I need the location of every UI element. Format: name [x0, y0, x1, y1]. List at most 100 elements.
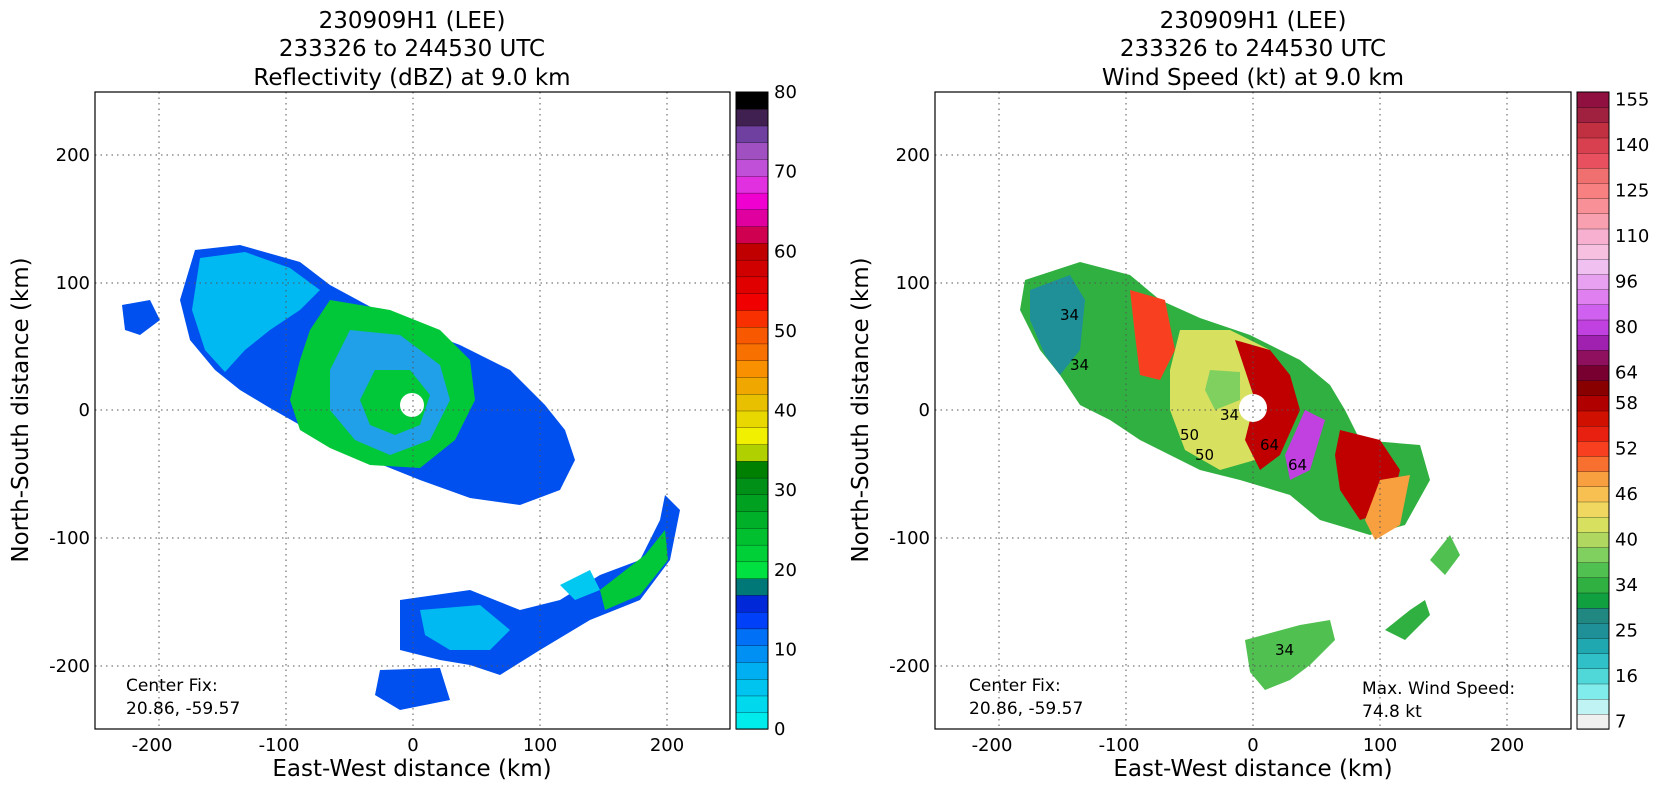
left-x-tick: -200: [132, 735, 173, 756]
right-x-tick: 200: [1490, 735, 1524, 756]
colorbar-tick-label: 20: [774, 560, 797, 581]
colorbar-bin: [1576, 182, 1610, 199]
right-center-fix-label: Center Fix:: [969, 676, 1061, 696]
colorbar-bin: [735, 360, 769, 378]
colorbar-bin: [735, 158, 769, 177]
colorbar-tick-label: 30: [774, 480, 797, 501]
left-y-tick: 200: [56, 145, 90, 166]
colorbar-bin: [735, 393, 769, 412]
colorbar-bin: [1576, 425, 1610, 442]
left-y-tick: -100: [49, 528, 90, 549]
colorbar-bin: [1576, 319, 1610, 336]
colorbar-bin: [1576, 198, 1610, 214]
right-product-title: Wind Speed (kt) at 9.0 km: [1102, 65, 1404, 91]
left-x-tick: 100: [523, 735, 557, 756]
colorbar-bin: [1576, 516, 1610, 533]
colorbar-bin: [1576, 410, 1610, 427]
colorbar-bin: [1576, 122, 1610, 139]
left-x-tick: -100: [259, 735, 300, 756]
colorbar-bin: [735, 544, 769, 563]
colorbar-tick-label: 80: [1615, 317, 1638, 338]
colorbar-bin: [1576, 622, 1610, 639]
right-y-tick: -200: [889, 656, 930, 677]
colorbar-tick-label: 25: [1615, 620, 1638, 641]
colorbar-bin: [1576, 637, 1610, 654]
left-center-fix-value: 20.86, -59.57: [126, 699, 240, 719]
colorbar-bin: [1576, 349, 1610, 366]
colorbar-bin: [735, 276, 769, 294]
right-y-tick: 0: [919, 400, 930, 421]
colorbar-tick-label: 60: [774, 241, 797, 262]
colorbar-bin: [735, 125, 769, 143]
right-x-tick: 0: [1247, 735, 1258, 756]
left-center-fix-label: Center Fix:: [126, 676, 218, 696]
colorbar-tick-label: 80: [774, 82, 797, 103]
colorbar-bin: [1576, 607, 1610, 624]
colorbar-tick-label: 125: [1615, 181, 1649, 202]
colorbar-bin: [735, 460, 769, 479]
wind-speed-panel: 230909H1 (LEE) 233326 to 244530 UTC Wind…: [848, 8, 1649, 782]
colorbar-bin: [1576, 395, 1610, 412]
colorbar-bin: [735, 175, 769, 194]
colorbar-bin: [735, 628, 769, 646]
left-y-tick: 100: [56, 273, 90, 294]
colorbar-bin: [1576, 137, 1610, 154]
right-subtitle: 233326 to 244530 UTC: [1120, 36, 1386, 62]
colorbar-bin: [735, 427, 769, 445]
colorbar-bin: [735, 611, 769, 630]
left-x-tick: 0: [407, 735, 418, 756]
max-wind-label: Max. Wind Speed:: [1362, 679, 1515, 699]
right-x-axis-label: East-West distance (km): [1113, 756, 1392, 782]
colorbar-tick-label: 58: [1615, 393, 1638, 414]
colorbar-bin: [735, 645, 769, 663]
colorbar-tick-label: 40: [1615, 529, 1638, 550]
colorbar-bin: [1576, 91, 1610, 108]
colorbar-tick-label: 46: [1615, 484, 1638, 505]
colorbar-bin: [735, 695, 769, 713]
colorbar-bin: [1576, 683, 1610, 700]
left-y-tick: -200: [49, 656, 90, 677]
colorbar-tick-label: 40: [774, 401, 797, 422]
colorbar-bin: [735, 259, 769, 278]
colorbar-bin: [1576, 334, 1610, 351]
colorbar-bin: [735, 410, 769, 428]
colorbar-bin: [1576, 455, 1610, 472]
right-x-tick: 100: [1363, 735, 1397, 756]
left-axes-frame: [94, 91, 731, 730]
right-y-tick-labels: -200 -100 0 100 200: [889, 145, 930, 677]
contour-label: 64: [1288, 456, 1307, 474]
colorbar-bin: [735, 443, 769, 462]
colorbar-tick-label: 34: [1615, 575, 1638, 596]
colorbar-bin: [735, 494, 769, 512]
colorbar-bin: [735, 293, 769, 311]
colorbar-tick-label: 16: [1615, 666, 1638, 687]
colorbar-tick-label: 52: [1615, 438, 1638, 459]
contour-label: 34: [1220, 406, 1239, 424]
colorbar-tick-label: 140: [1615, 135, 1649, 156]
contour-label: 34: [1070, 356, 1089, 374]
colorbar-bin: [1576, 668, 1610, 685]
colorbar-bin: [1576, 501, 1610, 518]
left-subtitle: 233326 to 244530 UTC: [279, 36, 545, 62]
colorbar-bin: [735, 326, 769, 345]
colorbar-bin: [1576, 289, 1610, 305]
colorbar-bin: [735, 209, 769, 227]
colorbar-bin: [1576, 531, 1610, 548]
contour-label: 64: [1260, 436, 1279, 454]
colorbar-bin: [735, 678, 769, 697]
right-axes-frame: [934, 91, 1572, 730]
colorbar-bin: [735, 242, 769, 261]
colorbar-tick-label: 10: [774, 639, 797, 660]
right-y-tick: 200: [896, 145, 930, 166]
colorbar-bin: [735, 343, 769, 361]
left-product-title: Reflectivity (dBZ) at 9.0 km: [253, 65, 570, 91]
colorbar-bin: [1576, 653, 1610, 669]
colorbar-bin: [1576, 258, 1610, 275]
colorbar-bin: [735, 142, 769, 160]
colorbar-bin: [1576, 364, 1610, 381]
colorbar-bin: [735, 225, 769, 244]
colorbar-bin: [735, 527, 769, 546]
colorbar-bin: [1576, 440, 1610, 457]
left-y-tick: 0: [79, 400, 90, 421]
colorbar-tick-label: 50: [774, 321, 797, 342]
